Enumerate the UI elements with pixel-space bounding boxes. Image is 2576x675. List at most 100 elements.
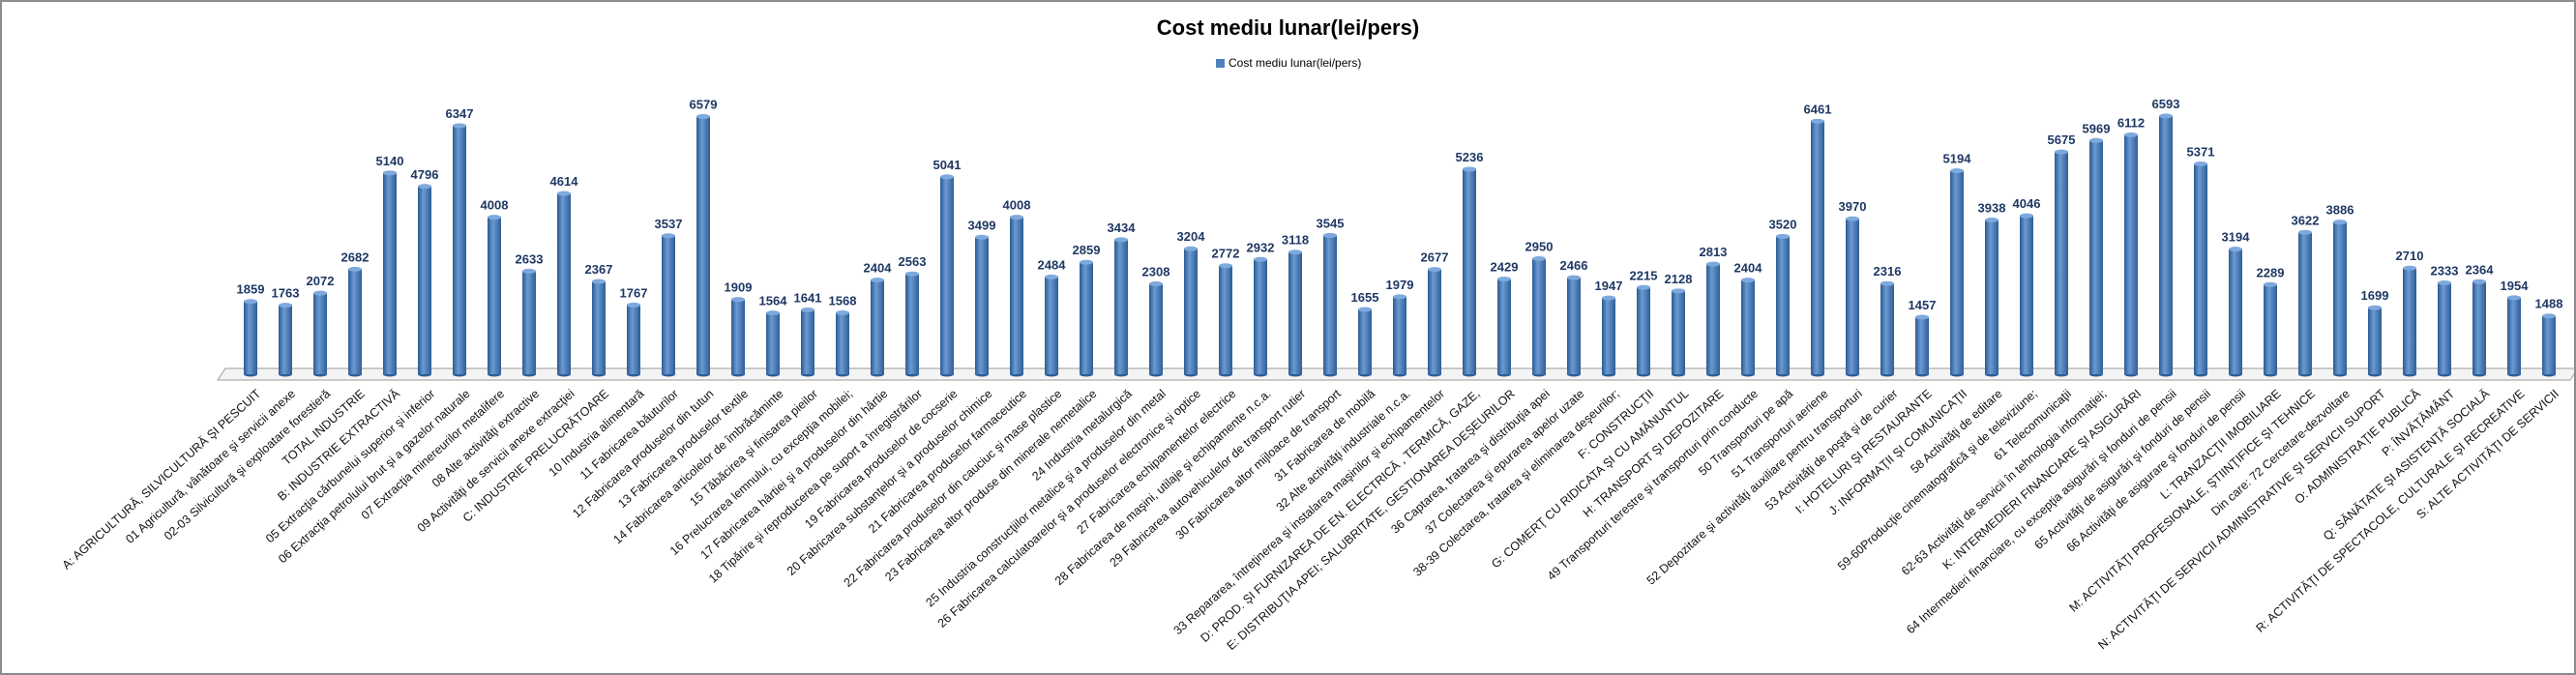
- data-label: 2289: [2257, 265, 2285, 279]
- bar-top: [975, 234, 989, 240]
- data-label: 3434: [1108, 220, 1137, 235]
- bar-body: [1254, 259, 1267, 374]
- bar-top: [731, 297, 745, 303]
- bar-top: [1532, 256, 1546, 262]
- bar: [731, 297, 745, 377]
- bar: [453, 123, 466, 377]
- bar-body: [1497, 279, 1511, 374]
- legend-swatch: [1216, 58, 1225, 68]
- data-label: 3622: [2292, 213, 2320, 227]
- bar-body: [2507, 297, 2521, 374]
- bar-body: [1776, 236, 1790, 374]
- data-label: 1909: [725, 280, 753, 295]
- bar-top: [1776, 233, 1790, 239]
- bar: [1219, 263, 1232, 377]
- bar-top: [1985, 218, 1999, 223]
- bar-top: [1288, 249, 1302, 255]
- bar-top: [2333, 220, 2347, 225]
- bar: [1393, 294, 1406, 377]
- bar: [557, 191, 571, 377]
- bar: [1532, 256, 1546, 377]
- bar: [2368, 305, 2382, 377]
- data-label: 4008: [1003, 198, 1031, 213]
- bar-top: [2368, 305, 2382, 310]
- bar: [418, 184, 431, 377]
- bar-body: [2229, 249, 2242, 374]
- data-label: 2072: [307, 274, 335, 288]
- bar-body: [1045, 277, 1058, 374]
- data-label: 1954: [2501, 279, 2530, 293]
- data-label: 2859: [1073, 243, 1101, 257]
- bar-top: [2507, 295, 2521, 301]
- bar: [2333, 220, 2347, 377]
- bar-body: [1532, 258, 1546, 374]
- bar: [1288, 249, 1302, 377]
- data-label: 2677: [1421, 250, 1449, 265]
- bar: [1776, 233, 1790, 377]
- bar-body: [2438, 282, 2451, 374]
- bar: [2438, 280, 2451, 377]
- data-label: 4046: [2013, 196, 2041, 211]
- bar-body: [1602, 298, 1615, 374]
- bar-body: [488, 217, 501, 374]
- data-label: 4008: [481, 198, 509, 213]
- bar-body: [871, 279, 884, 374]
- bar: [1637, 284, 1650, 377]
- bar: [1741, 278, 1755, 377]
- bar-body: [627, 305, 640, 374]
- bar-body: [2542, 315, 2556, 374]
- bar: [2159, 113, 2173, 377]
- bar-top: [2229, 247, 2242, 252]
- bar-top: [1915, 314, 1929, 320]
- bar-top: [1080, 259, 1093, 265]
- bar: [244, 299, 257, 377]
- bar-top: [1602, 295, 1615, 301]
- bar: [696, 114, 710, 377]
- bar-top: [2403, 265, 2416, 271]
- bar: [1323, 232, 1337, 377]
- data-label: 2404: [1734, 261, 1763, 276]
- data-label: 2813: [1700, 245, 1728, 259]
- bar: [836, 309, 849, 377]
- bar: [2403, 265, 2416, 377]
- data-label: 2367: [585, 262, 613, 277]
- data-label: 3520: [1769, 217, 1797, 231]
- bar-body: [2194, 163, 2207, 374]
- bar-top: [453, 123, 466, 129]
- bar-top: [662, 233, 675, 239]
- data-label: 5041: [933, 158, 962, 172]
- bar-body: [2089, 140, 2103, 374]
- data-label: 2404: [864, 261, 893, 276]
- bar-body: [662, 235, 675, 374]
- bar-top: [1811, 118, 1824, 124]
- data-label: 4796: [411, 167, 439, 182]
- data-labels: 1859 1763 2072 2682 5140 4796 6347 4008 2633 4614…: [237, 97, 2563, 312]
- bar-top: [2089, 137, 2103, 143]
- bar: [2124, 132, 2138, 377]
- bar: [905, 271, 919, 377]
- data-label: 2466: [1560, 258, 1588, 273]
- data-label: 2682: [341, 249, 370, 264]
- bar-body: [348, 269, 362, 374]
- bar: [766, 310, 780, 377]
- data-label: 2710: [2396, 249, 2424, 263]
- bar: [1880, 280, 1894, 377]
- bar-top: [696, 114, 710, 120]
- bar-body: [2403, 268, 2416, 374]
- bar-body: [313, 293, 327, 374]
- bar-top: [801, 308, 814, 313]
- bar-body: [453, 125, 466, 374]
- data-label: 2429: [1491, 260, 1519, 275]
- bar-top: [1497, 277, 1511, 282]
- bar-body: [1637, 287, 1650, 374]
- bar-body: [1149, 283, 1163, 374]
- bar-body: [766, 312, 780, 374]
- bar: [2507, 295, 2521, 377]
- data-label: 2633: [516, 251, 544, 266]
- data-label: 3545: [1317, 216, 1345, 230]
- data-label: 6593: [2152, 97, 2180, 111]
- bar-body: [1985, 220, 1999, 374]
- bar-body: [2124, 134, 2138, 374]
- data-label: 1641: [794, 291, 822, 306]
- bar: [627, 302, 640, 377]
